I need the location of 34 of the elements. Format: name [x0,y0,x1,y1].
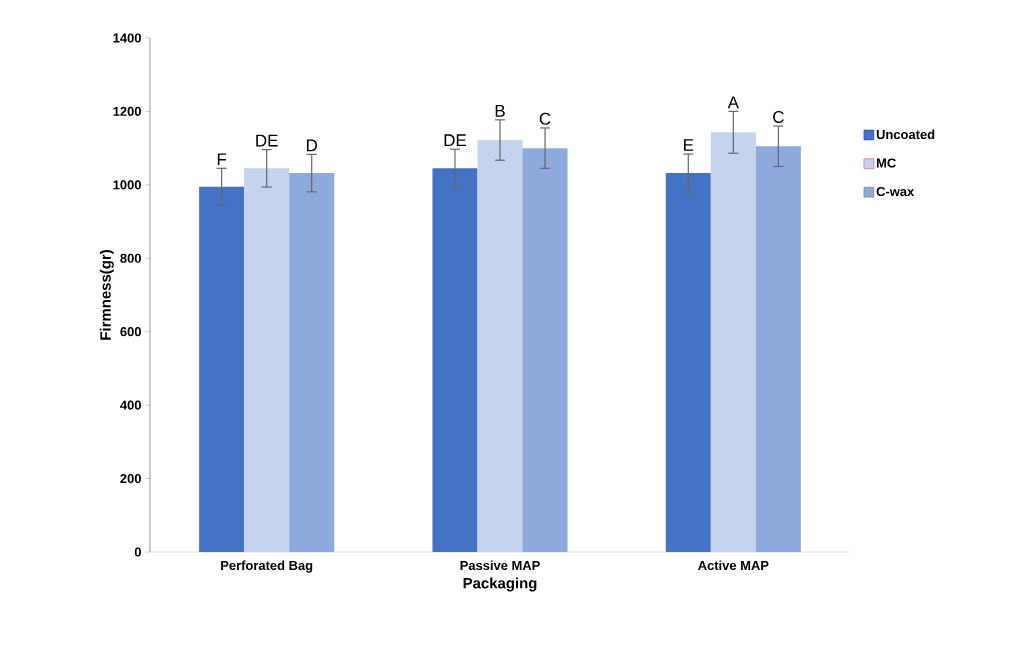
x-tick-label: Active MAP [698,560,769,571]
data-label: DE [256,134,278,147]
y-tick-label: 800 [120,253,141,263]
bar [199,186,245,552]
data-label: B [495,105,505,117]
legend-label: C-wax [876,186,915,197]
x-axis-title: Packaging [463,577,537,592]
bar [432,168,478,552]
data-label: D [306,139,318,152]
y-tick-label: 1200 [113,106,141,116]
bar [710,132,756,552]
data-label: A [727,96,739,109]
data-label: C [773,110,784,123]
bar [244,168,290,552]
bar [289,173,335,552]
y-axis-title: Firmness(gr) [99,250,114,340]
bar [755,146,801,552]
bar [522,148,568,552]
bar [477,140,523,552]
y-tick-label: 200 [120,473,141,484]
data-label: E [684,139,694,151]
y-tick-label: 0 [134,547,141,557]
x-tick-label: Perforated Bag [221,560,313,573]
bar [665,173,711,552]
data-label: C [539,112,551,125]
y-tick-label: 400 [120,400,141,410]
x-tick-label: Passive MAP [460,560,540,571]
y-tick-label: 600 [120,327,141,337]
data-label: F [217,153,227,166]
legend-label: Uncoated [876,129,935,140]
legend-label: MC [876,158,896,168]
y-tick-label: 1000 [113,180,141,190]
data-label: DE [444,134,466,147]
y-tick-label: 1400 [113,33,141,43]
